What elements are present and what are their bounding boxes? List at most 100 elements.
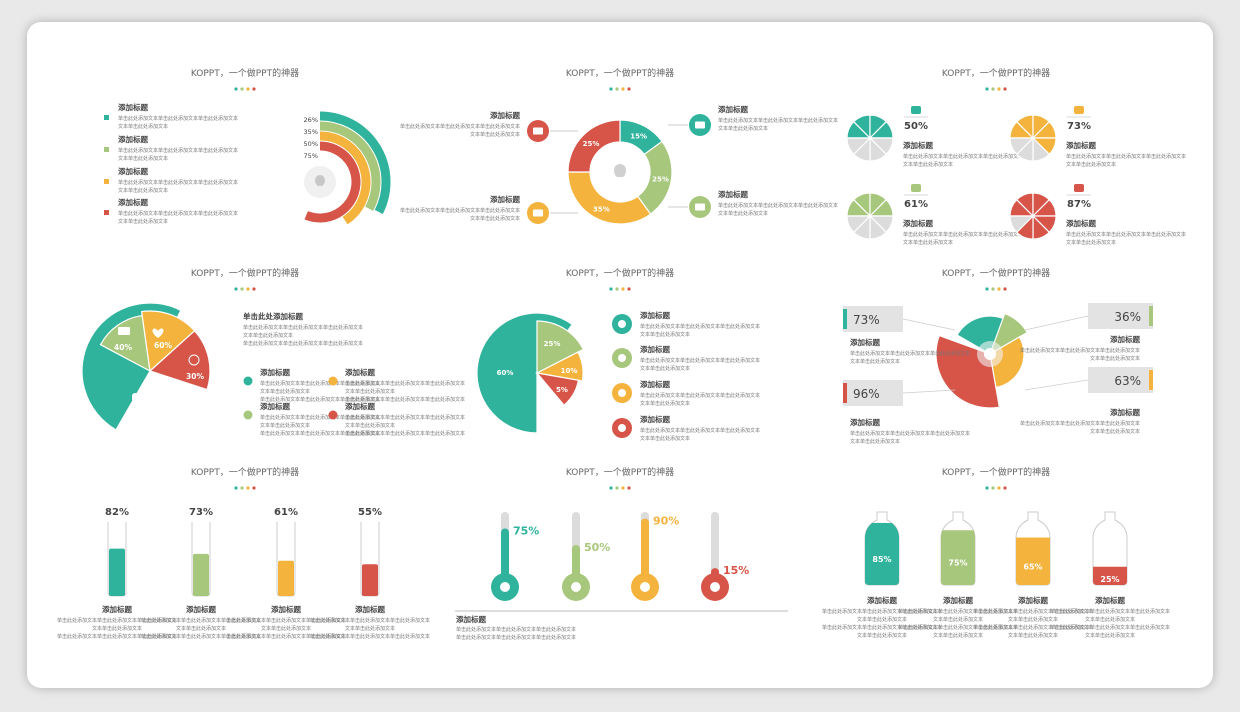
pie60-item-2: 添加标题 bbox=[640, 344, 670, 354]
item-body: 文本单击此处添加文本 bbox=[933, 632, 983, 639]
item-body: 文本单击此处添加文本 bbox=[118, 155, 168, 162]
radial-arc-label: 26% bbox=[304, 116, 318, 124]
big-pie-slice-30 bbox=[148, 330, 211, 391]
small-pie-text-2: 添加标题 bbox=[1066, 140, 1096, 150]
users-icon bbox=[132, 393, 146, 402]
thermo-body: 单击此处添加文本单击此处添加文本单击此处添加文本 bbox=[456, 634, 576, 641]
item-body: 文本单击此处添加文本 bbox=[1008, 616, 1058, 623]
bottle-text-3: 添加标题 bbox=[1018, 595, 1048, 605]
item-body: 单击此处添加文本单击此处添加文本单击此处添加文本 bbox=[260, 396, 380, 403]
item-body: 文本单击此处添加文本 bbox=[118, 187, 168, 194]
small-pie-text-1: 添加标题 bbox=[903, 140, 933, 150]
at-sign-icon bbox=[188, 354, 200, 366]
small-pie-icon bbox=[911, 184, 921, 192]
title-dot bbox=[627, 486, 631, 490]
small-pie-icon bbox=[1074, 184, 1084, 192]
rose-text-2: 添加标题 bbox=[1110, 334, 1140, 344]
item-body: 单击此处添加文本单击此处添加文本单击此处添加文本 bbox=[1066, 231, 1186, 238]
donut-callout-4: 添加标题 bbox=[718, 189, 748, 199]
item-body: 文本单击此处添加文本 bbox=[903, 239, 953, 246]
item-body: 单击此处添加文本单击此处添加文本单击此处添加文本 bbox=[640, 323, 760, 330]
title-dot bbox=[234, 486, 238, 490]
trophy-icon bbox=[243, 410, 253, 420]
rose-text-1: 添加标题 bbox=[850, 337, 880, 347]
rose-text-3: 添加标题 bbox=[850, 417, 880, 427]
panel9-title: KOPPT，一个做PPT的神器 bbox=[942, 466, 1050, 478]
legend-item-1: 添加标题 bbox=[118, 102, 148, 112]
item-body: 文本单击此处添加文本 bbox=[261, 625, 311, 632]
icon-glyph bbox=[618, 354, 626, 362]
title-dot bbox=[240, 486, 244, 490]
radial-arc-label: 75% bbox=[304, 152, 318, 160]
heart-icon bbox=[152, 328, 164, 338]
test-tube-fill bbox=[362, 564, 378, 596]
icon-glyph bbox=[500, 582, 510, 592]
rose-value: 96% bbox=[853, 387, 880, 401]
small-pie-icon bbox=[911, 106, 921, 114]
item-body: 单击此处添加文本单击此处添加文本单击此处添加文本 bbox=[57, 617, 177, 624]
radial-arc-3 bbox=[319, 131, 371, 225]
item-body: 文本单击此处添加文本 bbox=[850, 358, 900, 365]
big-pie-item-1: 添加标题 bbox=[260, 367, 290, 377]
panel1-title: KOPPT，一个做PPT的神器 bbox=[191, 67, 299, 79]
title-dot bbox=[252, 87, 256, 91]
rose-leader bbox=[902, 389, 956, 394]
big-pie-body: 单击此处添加文本单击此处添加文本单击此处添加文本 bbox=[243, 340, 363, 347]
thermo-body: 单击此处添加文本单击此处添加文本单击此处添加文本 bbox=[456, 626, 576, 633]
donut-callout-1: 添加标题 bbox=[490, 110, 520, 120]
legend-item-3: 添加标题 bbox=[118, 166, 148, 176]
title-dot bbox=[627, 287, 631, 291]
small-pie-icon bbox=[1074, 106, 1084, 114]
big-pie-slice-40 bbox=[99, 314, 151, 373]
big-pie-item-2: 添加标题 bbox=[345, 367, 375, 377]
small-pie-value: 73% bbox=[1067, 121, 1091, 132]
item-body: 单击此处添加文本单击此处添加文本单击此处添加文本 bbox=[1020, 347, 1140, 354]
value-box-accent bbox=[1149, 370, 1153, 390]
rose-leader bbox=[1024, 379, 1089, 391]
panel5-title: KOPPT，一个做PPT的神器 bbox=[566, 267, 674, 279]
bottle-fill bbox=[1016, 537, 1050, 585]
value-box bbox=[843, 380, 903, 406]
title-dot bbox=[985, 486, 989, 490]
item-body: 单击此处添加文本单击此处添加文本单击此处添加文本 bbox=[400, 123, 520, 130]
envelope-icon bbox=[328, 376, 338, 386]
item-body: 文本单击此处添加文本 bbox=[640, 400, 690, 407]
test-tube-value: 73% bbox=[189, 507, 213, 518]
pie60-label: 25% bbox=[544, 340, 561, 348]
title-dot bbox=[1003, 287, 1007, 291]
pie-segment bbox=[846, 215, 872, 234]
legend-swatch bbox=[104, 179, 109, 184]
item-body: 文本单击此处添加文本 bbox=[640, 331, 690, 338]
rose-slice-36 bbox=[988, 312, 1029, 356]
item-body: 文本单击此处添加文本 bbox=[857, 632, 907, 639]
item-body: 文本单击此处添加文本 bbox=[345, 422, 395, 429]
test-tube-fill bbox=[193, 553, 209, 596]
briefcase-icon bbox=[328, 410, 338, 420]
item-body: 单击此处添加文本单击此处添加文本单击此处添加文本 bbox=[718, 117, 838, 124]
thermo-tube bbox=[711, 512, 719, 578]
pie-segment bbox=[846, 137, 872, 156]
title-dot bbox=[252, 287, 256, 291]
donut-slice-4 bbox=[567, 119, 621, 173]
item-body: 单击此处添加文本单击此处添加文本单击此处添加文本 bbox=[118, 210, 238, 217]
title-dot bbox=[627, 87, 631, 91]
radial-arc-4 bbox=[304, 141, 361, 223]
item-body: 单击此处添加文本单击此处添加文本单击此处添加文本 bbox=[850, 430, 970, 437]
title-dot bbox=[609, 486, 613, 490]
lightbulb-icon bbox=[614, 164, 626, 177]
bottle-text-1: 添加标题 bbox=[867, 595, 897, 605]
item-body: 文本单击此处添加文本 bbox=[470, 131, 520, 138]
test-tube-text-2: 添加标题 bbox=[186, 604, 216, 614]
item-body: 单击此处添加文本单击此处添加文本单击此处添加文本 bbox=[1066, 153, 1186, 160]
panel3-title: KOPPT，一个做PPT的神器 bbox=[942, 67, 1050, 79]
rose-value: 36% bbox=[1114, 310, 1141, 324]
item-body: 单击此处添加文本单击此处添加文本单击此处添加文本 bbox=[260, 430, 380, 437]
item-body: 单击此处添加文本单击此处添加文本单击此处添加文本 bbox=[640, 357, 760, 364]
icon-glyph bbox=[695, 203, 705, 211]
icon-glyph bbox=[640, 582, 650, 592]
title-dot bbox=[615, 287, 619, 291]
bottle-fill bbox=[1093, 566, 1127, 585]
radial-arc-label: 50% bbox=[304, 140, 318, 148]
test-tube-text-4: 添加标题 bbox=[355, 604, 385, 614]
infographic-canvas: KOPPT，一个做PPT的神器添加标题单击此处添加文本单击此处添加文本单击此处添… bbox=[57, 67, 1186, 641]
